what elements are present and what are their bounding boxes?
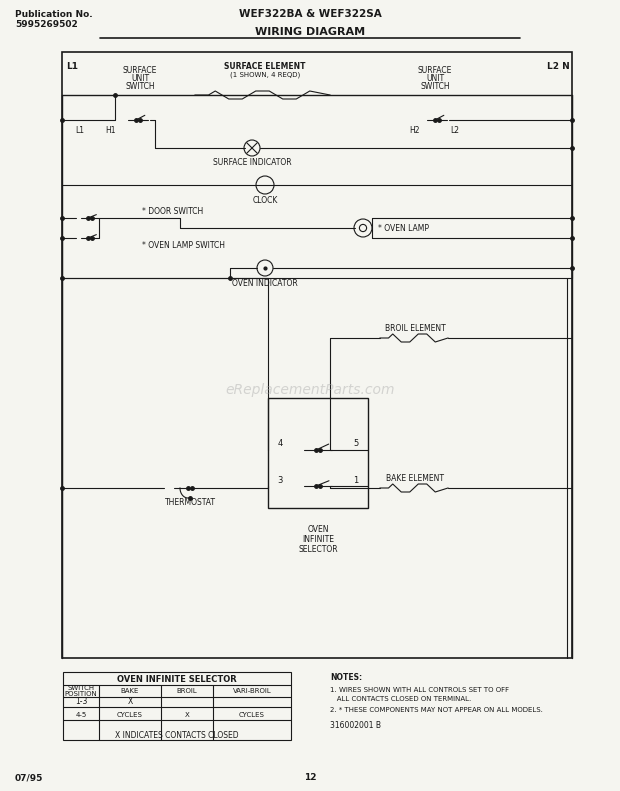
Text: BROIL: BROIL xyxy=(177,688,197,694)
Text: Publication No.: Publication No. xyxy=(15,9,92,18)
Text: 1: 1 xyxy=(353,475,358,485)
Text: BROIL ELEMENT: BROIL ELEMENT xyxy=(384,324,445,332)
Text: X: X xyxy=(185,712,189,718)
Text: NOTES:: NOTES: xyxy=(330,673,362,683)
Bar xyxy=(268,398,368,508)
Bar xyxy=(62,52,572,658)
Text: UNIT: UNIT xyxy=(426,74,444,82)
Text: CYCLES: CYCLES xyxy=(239,712,265,718)
Text: BAKE: BAKE xyxy=(121,688,139,694)
Text: SURFACE: SURFACE xyxy=(123,66,157,74)
Text: L2: L2 xyxy=(451,126,459,134)
Text: L1: L1 xyxy=(76,126,84,134)
Text: SURFACE: SURFACE xyxy=(418,66,452,74)
Text: SURFACE ELEMENT: SURFACE ELEMENT xyxy=(224,62,306,70)
Text: 5: 5 xyxy=(353,438,358,448)
Text: eReplacementParts.com: eReplacementParts.com xyxy=(225,383,395,397)
Text: * DOOR SWITCH: * DOOR SWITCH xyxy=(142,206,203,215)
Text: OVEN INDICATOR: OVEN INDICATOR xyxy=(232,278,298,287)
Text: 12: 12 xyxy=(304,774,316,782)
Text: (1 SHOWN, 4 REQD): (1 SHOWN, 4 REQD) xyxy=(230,72,300,78)
Text: ALL CONTACTS CLOSED ON TERMINAL.: ALL CONTACTS CLOSED ON TERMINAL. xyxy=(330,696,471,702)
Text: WEF322BA & WEF322SA: WEF322BA & WEF322SA xyxy=(239,9,381,19)
Text: 1-3: 1-3 xyxy=(75,698,87,706)
Text: SURFACE INDICATOR: SURFACE INDICATOR xyxy=(213,157,291,166)
Text: X INDICATES CONTACTS CLOSED: X INDICATES CONTACTS CLOSED xyxy=(115,731,239,740)
Text: VARI-BROIL: VARI-BROIL xyxy=(232,688,272,694)
Text: SWITCH
POSITION: SWITCH POSITION xyxy=(64,684,97,698)
Text: 4-5: 4-5 xyxy=(76,712,87,718)
Text: THERMOSTAT: THERMOSTAT xyxy=(164,498,216,506)
Text: INFINITE: INFINITE xyxy=(302,536,334,544)
Text: SWITCH: SWITCH xyxy=(420,81,450,90)
Text: H2: H2 xyxy=(410,126,420,134)
Text: OVEN INFINITE SELECTOR: OVEN INFINITE SELECTOR xyxy=(117,675,237,683)
Text: * OVEN LAMP: * OVEN LAMP xyxy=(378,224,429,233)
Text: 4: 4 xyxy=(277,438,283,448)
Bar xyxy=(63,672,291,740)
Text: H1: H1 xyxy=(105,126,115,134)
Text: CLOCK: CLOCK xyxy=(252,195,278,205)
Text: SELECTOR: SELECTOR xyxy=(298,546,338,554)
Text: BAKE ELEMENT: BAKE ELEMENT xyxy=(386,474,444,483)
Text: 5995269502: 5995269502 xyxy=(15,20,78,28)
Text: SWITCH: SWITCH xyxy=(125,81,155,90)
Text: L2 N: L2 N xyxy=(547,62,570,70)
Text: WIRING DIAGRAM: WIRING DIAGRAM xyxy=(255,27,365,37)
Text: 07/95: 07/95 xyxy=(15,774,43,782)
Text: OVEN: OVEN xyxy=(308,525,329,535)
Text: * OVEN LAMP SWITCH: * OVEN LAMP SWITCH xyxy=(142,240,225,249)
Text: 2. * THESE COMPONENTS MAY NOT APPEAR ON ALL MODELS.: 2. * THESE COMPONENTS MAY NOT APPEAR ON … xyxy=(330,707,543,713)
Text: CYCLES: CYCLES xyxy=(117,712,143,718)
Text: 1. WIRES SHOWN WITH ALL CONTROLS SET TO OFF: 1. WIRES SHOWN WITH ALL CONTROLS SET TO … xyxy=(330,687,509,693)
Text: L1: L1 xyxy=(66,62,78,70)
Text: 3: 3 xyxy=(277,475,283,485)
Text: 316002001 B: 316002001 B xyxy=(330,721,381,729)
Text: UNIT: UNIT xyxy=(131,74,149,82)
Text: X: X xyxy=(127,698,133,706)
